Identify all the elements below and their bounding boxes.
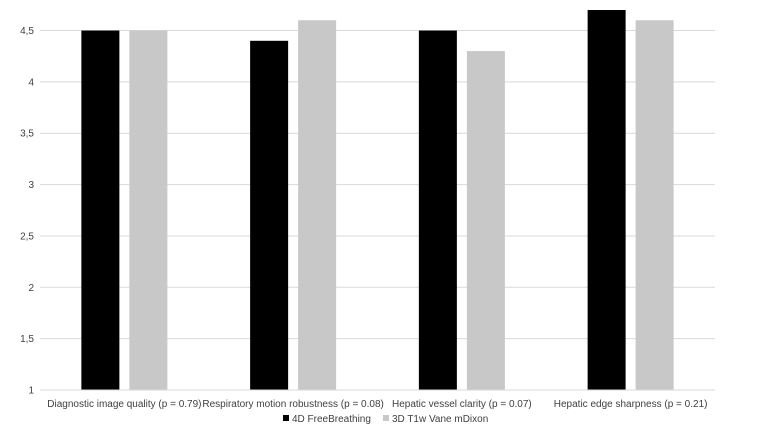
bar-series-2	[635, 20, 674, 391]
y-tick-label: 1	[28, 386, 34, 397]
legend-label: 4D FreeBreathing	[292, 414, 371, 425]
x-category-label: Respiratory motion robustness (p = 0.08)	[202, 399, 383, 410]
y-tick-label: 2,5	[20, 231, 34, 242]
y-tick-label: 4	[28, 77, 34, 88]
y-tick-label: 4,5	[20, 26, 34, 37]
y-axis-ticks: 1 1,5 2 2,5 3 3,5 4 4,5	[20, 26, 34, 396]
bar-series-2	[298, 20, 337, 391]
legend-swatch	[382, 415, 389, 421]
legend-swatch	[283, 415, 289, 421]
x-category-label: Hepatic edge sharpness (p = 0.21)	[554, 399, 708, 410]
y-tick-label: 1,5	[20, 334, 34, 345]
y-tick-label: 3	[28, 180, 34, 191]
bar-series-2	[129, 30, 168, 391]
y-tick-label: 3,5	[20, 129, 34, 140]
x-category-label: Hepatic vessel clarity (p = 0.07)	[392, 399, 532, 410]
x-category-label: Diagnostic image quality (p = 0.79)	[47, 399, 201, 410]
category-labels: Diagnostic image quality (p = 0.79) Respi…	[47, 399, 707, 410]
bar-series-1	[250, 40, 289, 390]
bar-series-2	[466, 51, 505, 390]
bar-series-1	[81, 30, 120, 391]
legend-label: 3D T1w Vane mDixon	[392, 414, 488, 425]
bar-series-1	[418, 30, 457, 391]
legend: 4D FreeBreathing 3D T1w Vane mDixon	[283, 414, 488, 425]
bars	[81, 10, 674, 391]
bar-series-1	[587, 10, 626, 390]
y-tick-label: 2	[28, 283, 34, 294]
